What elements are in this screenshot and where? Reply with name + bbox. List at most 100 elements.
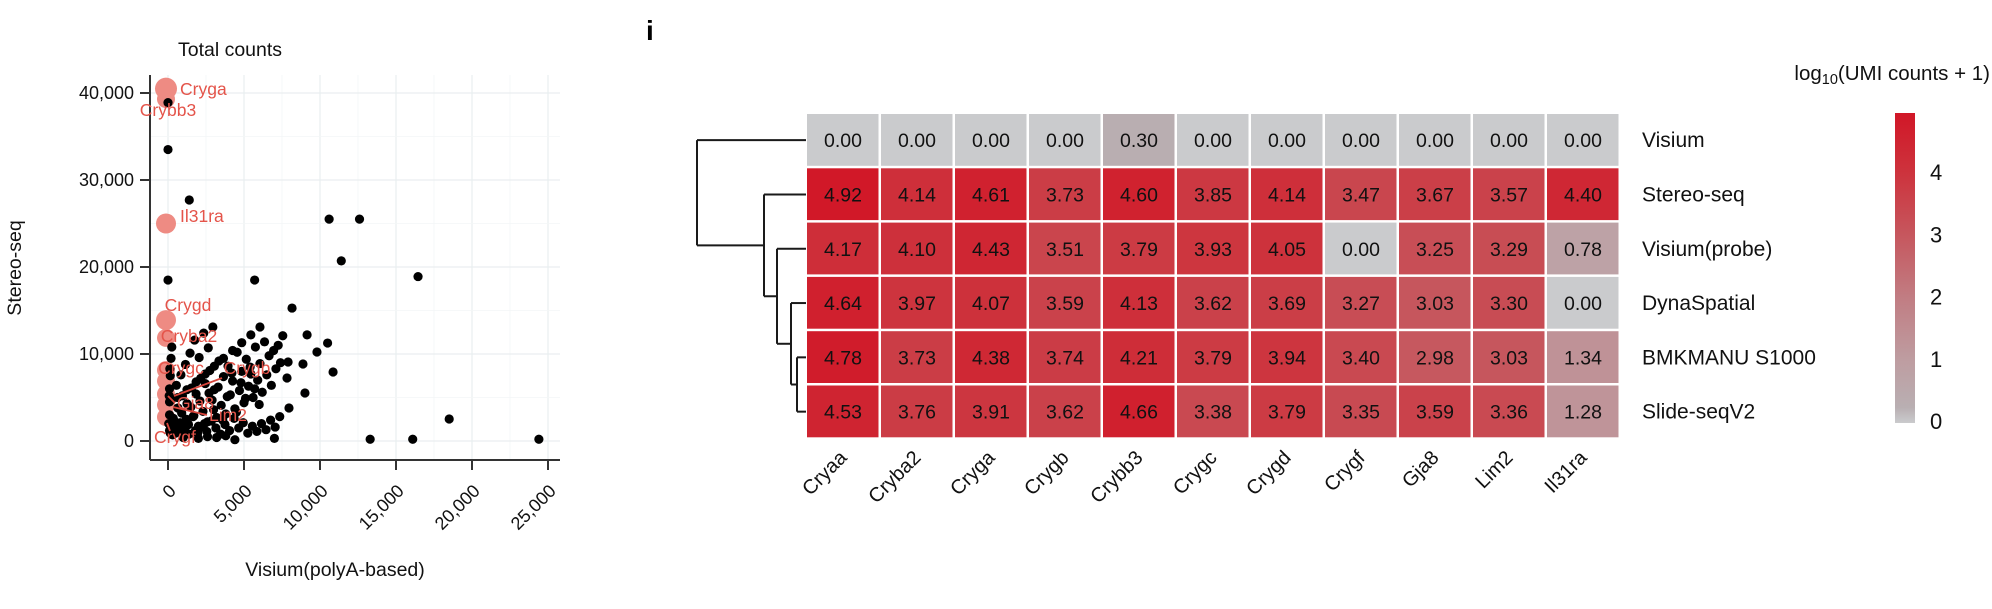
scatter-point	[191, 377, 201, 387]
scatter-point	[203, 343, 213, 353]
heatmap-cell-value: 0.00	[898, 130, 936, 152]
scatter-point	[176, 370, 186, 380]
heatmap-cell-value: 0.00	[1194, 130, 1232, 152]
heatmap-cell	[1103, 331, 1175, 383]
heatmap-cell-value: 0.00	[1564, 293, 1602, 315]
heatmap-cell-value: 4.14	[1268, 184, 1306, 206]
heatmap-cell	[881, 385, 953, 438]
heatmap-cell-value: 3.29	[1490, 239, 1528, 261]
heatmap-column-label: Il31ra	[1541, 446, 1593, 498]
heatmap-cell	[807, 114, 879, 166]
scatter-point	[253, 375, 263, 385]
colorbar-tick-label: 1	[1930, 347, 1942, 372]
scatter-point	[255, 358, 265, 369]
scatter-point	[282, 373, 292, 383]
heatmap-cell-value: 0.00	[1342, 130, 1380, 152]
heatmap-cell-value: 1.28	[1564, 402, 1602, 424]
scatter-point	[180, 359, 191, 370]
heatmap-cell	[955, 222, 1027, 275]
heatmap-cell	[1251, 168, 1323, 221]
scatter-point	[248, 392, 258, 403]
scatter-point	[194, 352, 204, 363]
scatter-point	[246, 369, 256, 379]
colorbar-tick-label: 2	[1930, 285, 1942, 310]
scatter-point	[266, 415, 276, 425]
heatmap-cell	[1029, 385, 1101, 438]
heatmap-cell	[1325, 222, 1397, 275]
scatter-point	[254, 399, 264, 410]
heatmap-cell-value: 4.92	[824, 184, 862, 206]
scatter-point	[246, 330, 256, 340]
heatmap-cell-value: 0.00	[1416, 130, 1454, 152]
heatmap-cell	[1399, 385, 1471, 438]
heatmap-cell	[1251, 276, 1323, 329]
colorbar-tick-label: 3	[1930, 222, 1942, 247]
heatmap-cell-value: 0.00	[1490, 130, 1528, 152]
heatmap-cell	[881, 331, 953, 383]
heatmap-cell	[1399, 168, 1471, 221]
colorbar-tick-label: 4	[1930, 160, 1942, 185]
scatter-x-axis-label: Visium(polyA-based)	[245, 559, 425, 581]
scatter-point	[163, 144, 173, 155]
scatter-point	[262, 370, 272, 380]
heatmap-cell	[881, 222, 953, 275]
scatter-point	[167, 342, 177, 352]
heatmap-cell-value: 3.30	[1490, 293, 1528, 315]
scatter-point	[229, 413, 239, 423]
scatter-point	[209, 361, 219, 371]
scatter-point	[208, 322, 218, 332]
heatmap-cell-value: 3.67	[1416, 184, 1454, 206]
colorbar: 4 3 2 1 0 log10(UMI counts + 1)	[1794, 62, 1990, 434]
heatmap-cell-value: 0.78	[1564, 239, 1602, 261]
heatmap-cell	[881, 168, 953, 221]
scatter-point	[204, 388, 214, 398]
scatter-point	[328, 367, 338, 377]
heatmap-cell-value: 4.17	[824, 239, 862, 261]
heatmap-cell	[1251, 222, 1323, 275]
scatter-point	[164, 419, 174, 429]
scatter-point	[275, 412, 285, 422]
highlight-dot-cryba2	[157, 328, 175, 347]
heatmap-cell	[1029, 168, 1101, 221]
scatter-title: Total counts	[178, 39, 282, 61]
scatter-point	[234, 385, 245, 396]
heatmap-cell	[955, 114, 1027, 166]
colorbar-gradient	[1895, 113, 1915, 423]
heatmap-cell-value: 3.35	[1342, 402, 1380, 424]
heatmap-cell-value: 3.62	[1194, 293, 1232, 315]
heatmap-cell	[1029, 114, 1101, 166]
scatter-point	[188, 412, 198, 422]
scatter-point	[302, 330, 312, 340]
scatter-point	[250, 384, 260, 394]
heatmap-cell	[955, 168, 1027, 221]
colorbar-title: log10(UMI counts + 1)	[1794, 62, 1990, 88]
scatter-point	[408, 434, 418, 444]
heatmap-cell-value: 4.53	[824, 402, 862, 424]
heatmap-cell-value: 0.00	[972, 130, 1010, 152]
heatmap-cell-value: 3.79	[1194, 347, 1232, 369]
y-tick-label: 40,000	[79, 83, 134, 103]
heatmap-cell	[1177, 168, 1249, 221]
x-tick-label: 0	[159, 481, 180, 502]
heatmap-cell-value: 4.21	[1120, 347, 1158, 369]
x-tick-label: 10,000	[279, 481, 332, 534]
heatmap-cell	[1177, 385, 1249, 438]
heatmap-cell	[1029, 276, 1101, 329]
scatter-point	[223, 361, 233, 371]
heatmap-cell-value: 4.13	[1120, 293, 1158, 315]
heatmap-row-labels: Visium Stereo-seq Visium(probe) DynaSpatial…	[1642, 129, 1816, 424]
heatmap-cell-value: 3.85	[1194, 184, 1232, 206]
heatmap-column-label: Cryaa	[798, 446, 852, 500]
heatmap-cell	[1103, 276, 1175, 329]
scatter-point	[183, 419, 194, 430]
scatter-point	[228, 376, 238, 386]
heatmap-column-label: Crybb3	[1086, 447, 1147, 508]
highlight-leader-crygf	[166, 422, 171, 432]
heatmap-cell	[1547, 276, 1619, 329]
heatmap-column-label: Lim2	[1471, 447, 1517, 493]
heatmap-cell	[1251, 385, 1323, 438]
scatter-point	[275, 358, 286, 368]
heatmap-cell-value: 3.25	[1416, 239, 1454, 261]
heatmap-cell-value: 3.97	[898, 293, 936, 315]
